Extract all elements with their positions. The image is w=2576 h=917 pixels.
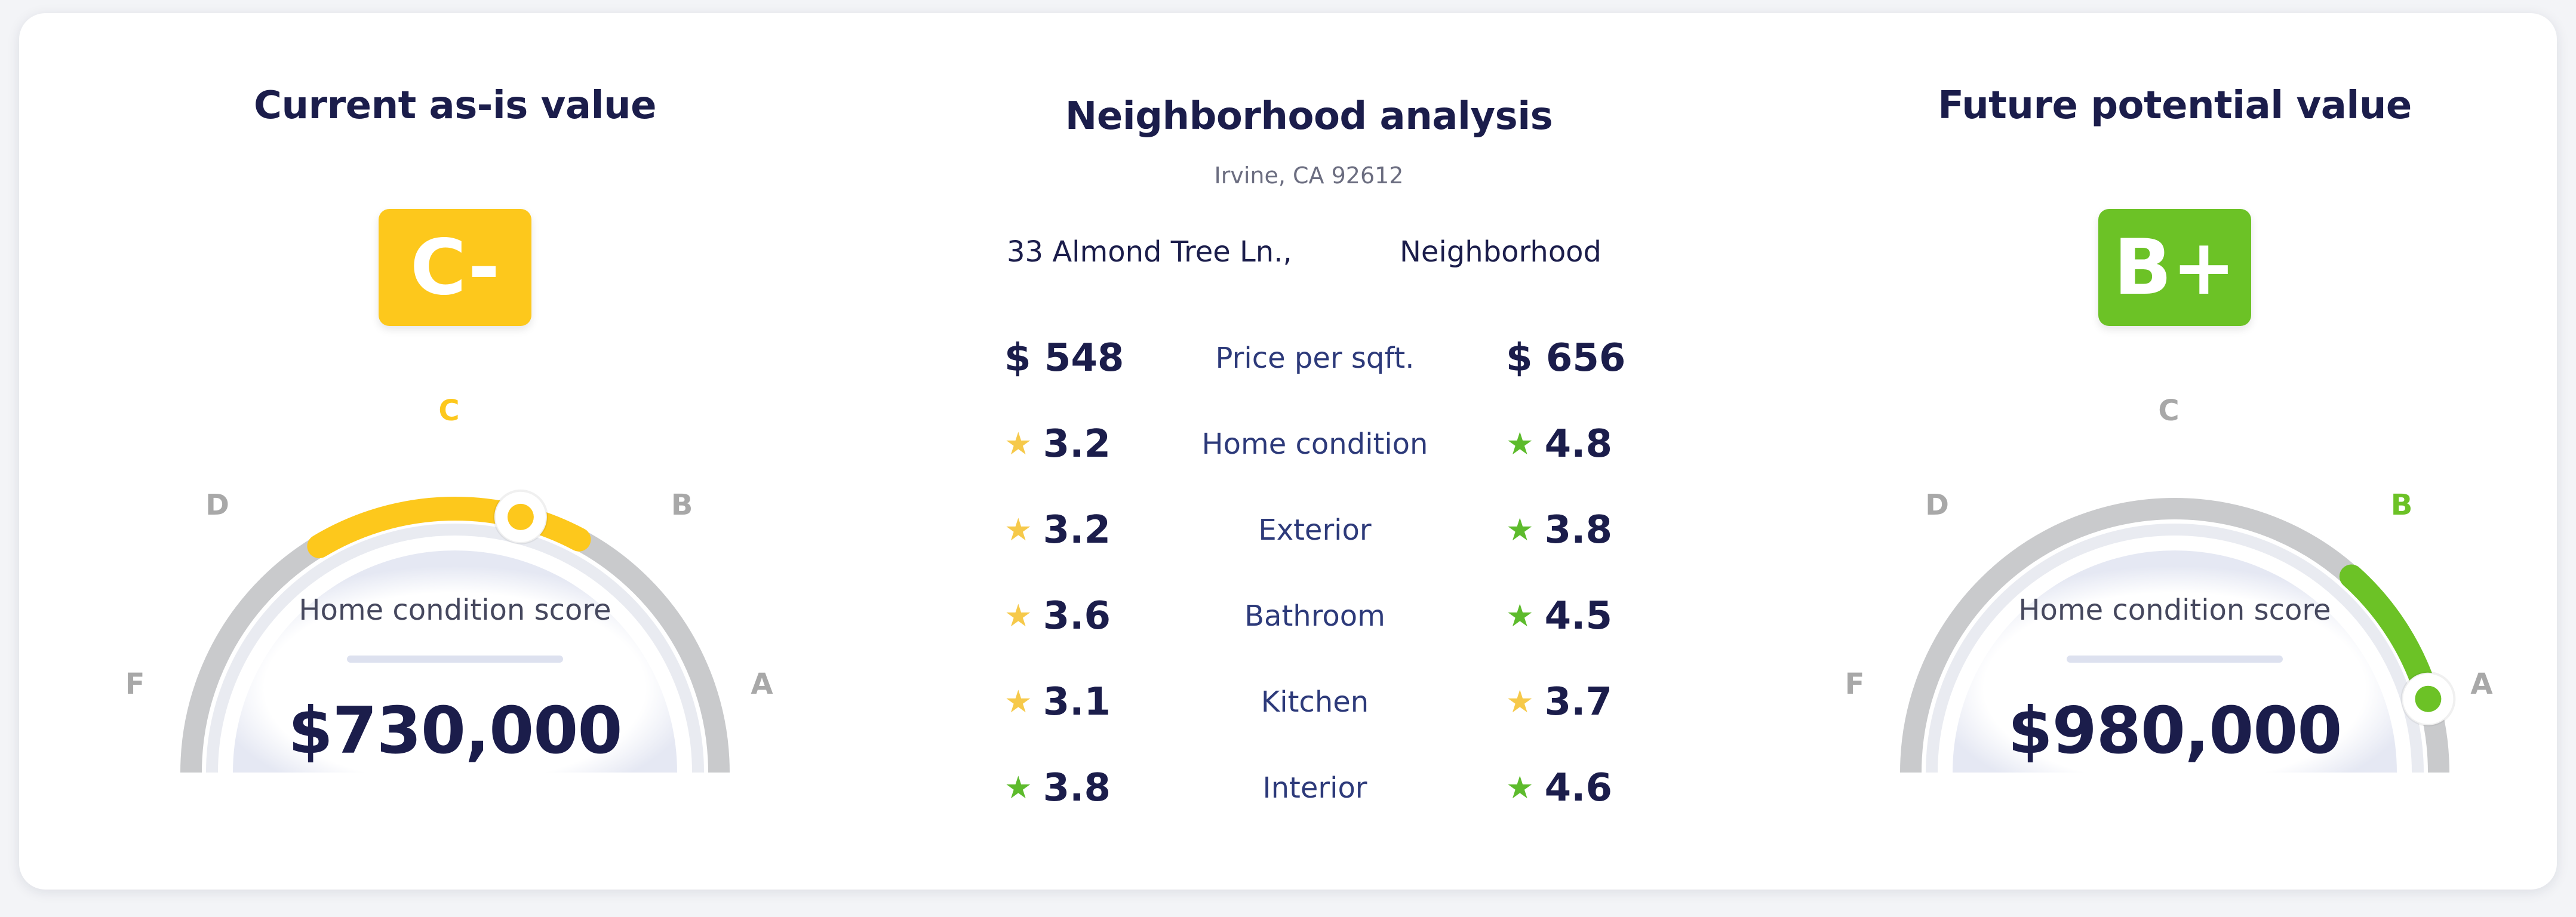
star-icon: ★	[1004, 512, 1032, 548]
neighborhood-title: Neighborhood analysis	[1065, 94, 1553, 139]
row-right-value: ★ 4.6	[1506, 758, 1685, 818]
valuation-card: Current as-is value C- F D C B A	[19, 13, 2557, 890]
future-score-divider	[2067, 656, 2283, 663]
grade-letter-f: F	[125, 667, 145, 701]
left-score: 3.6	[1043, 594, 1111, 638]
right-score: $ 656	[1506, 336, 1626, 380]
comparison-row: ★ 3.2 Exterior ★ 3.8	[915, 500, 1703, 560]
current-value-title: Current as-is value	[254, 84, 656, 128]
row-right-value: ★ 3.7	[1506, 672, 1685, 732]
star-icon: ★	[1004, 770, 1032, 806]
current-value-panel: Current as-is value C- F D C B A	[67, 13, 843, 885]
gauge-marker	[493, 489, 548, 544]
right-score: 4.5	[1544, 594, 1612, 638]
current-grade-badge: C-	[379, 209, 531, 326]
row-left-value: ★ 3.8	[1004, 758, 1184, 818]
neighborhood-location: Irvine, CA 92612	[1214, 162, 1404, 189]
star-icon: ★	[1506, 512, 1534, 548]
neighborhood-panel: Neighborhood analysis Irvine, CA 92612 3…	[915, 13, 1703, 885]
comparison-row: $ 548 Price per sqft. $ 656	[915, 328, 1703, 388]
row-left-value: ★ 3.6	[1004, 586, 1184, 646]
grade-letter-c: C	[2158, 394, 2179, 427]
row-left-value: ★ 3.2	[1004, 500, 1184, 560]
current-value-amount: $730,000	[288, 694, 622, 768]
left-score: 3.2	[1043, 422, 1111, 466]
future-value-panel: Future potential value B+ F D C B A	[1787, 13, 2563, 885]
grade-letter-f: F	[1845, 667, 1865, 701]
current-score-label: Home condition score	[299, 593, 611, 627]
row-right-value: ★ 4.8	[1506, 414, 1685, 474]
row-left-value: $ 548	[1004, 328, 1184, 388]
right-score: 3.7	[1544, 680, 1612, 724]
row-left-value: ★ 3.1	[1004, 672, 1184, 732]
row-label: Interior	[1262, 771, 1367, 805]
star-icon: ★	[1004, 684, 1032, 720]
left-score: 3.8	[1043, 766, 1111, 810]
row-label: Exterior	[1258, 513, 1372, 547]
star-icon: ★	[1506, 426, 1534, 462]
row-right-value: $ 656	[1506, 328, 1685, 388]
comparison-row: ★ 3.6 Bathroom ★ 4.5	[915, 586, 1703, 646]
current-score-divider	[347, 656, 563, 663]
column-header-neighborhood: Neighborhood	[1400, 235, 1602, 269]
row-right-value: ★ 4.5	[1506, 586, 1685, 646]
grade-letter-d: D	[205, 488, 229, 522]
grade-letter-d: D	[1925, 488, 1949, 522]
left-score: $ 548	[1004, 336, 1124, 380]
right-score: 3.8	[1544, 508, 1612, 552]
future-value-title: Future potential value	[1938, 84, 2412, 128]
future-score-label: Home condition score	[2018, 593, 2331, 627]
star-icon: ★	[1506, 770, 1534, 806]
grade-letter-a: A	[751, 667, 773, 701]
row-label: Bathroom	[1244, 599, 1385, 633]
comparison-row: ★ 3.8 Interior ★ 4.6	[915, 758, 1703, 818]
grade-letter-b: B	[2391, 488, 2413, 522]
star-icon: ★	[1506, 598, 1534, 634]
left-score: 3.2	[1043, 508, 1111, 552]
gauge-inner-ring	[1926, 524, 2424, 773]
row-label: Kitchen	[1261, 685, 1369, 719]
row-left-value: ★ 3.2	[1004, 414, 1184, 474]
gauge-inner-ring	[206, 524, 704, 773]
gauge-marker	[2400, 671, 2456, 727]
star-icon: ★	[1004, 426, 1032, 462]
comparison-row: ★ 3.2 Home condition ★ 4.8	[915, 414, 1703, 474]
row-label: Price per sqft.	[1215, 341, 1415, 375]
grade-letter-a: A	[2470, 667, 2492, 701]
grade-letter-b: B	[671, 488, 693, 522]
row-right-value: ★ 3.8	[1506, 500, 1685, 560]
left-score: 3.1	[1043, 680, 1111, 724]
row-label: Home condition	[1201, 427, 1428, 461]
comparison-row: ★ 3.1 Kitchen ★ 3.7	[915, 672, 1703, 732]
right-score: 4.6	[1544, 766, 1612, 810]
future-grade-badge: B+	[2098, 209, 2251, 326]
future-value-amount: $980,000	[2008, 694, 2342, 768]
star-icon: ★	[1506, 684, 1534, 720]
column-header-address: 33 Almond Tree Ln.,	[1007, 235, 1292, 269]
grade-letter-c: C	[438, 394, 459, 427]
star-icon: ★	[1004, 598, 1032, 634]
right-score: 4.8	[1544, 422, 1612, 466]
